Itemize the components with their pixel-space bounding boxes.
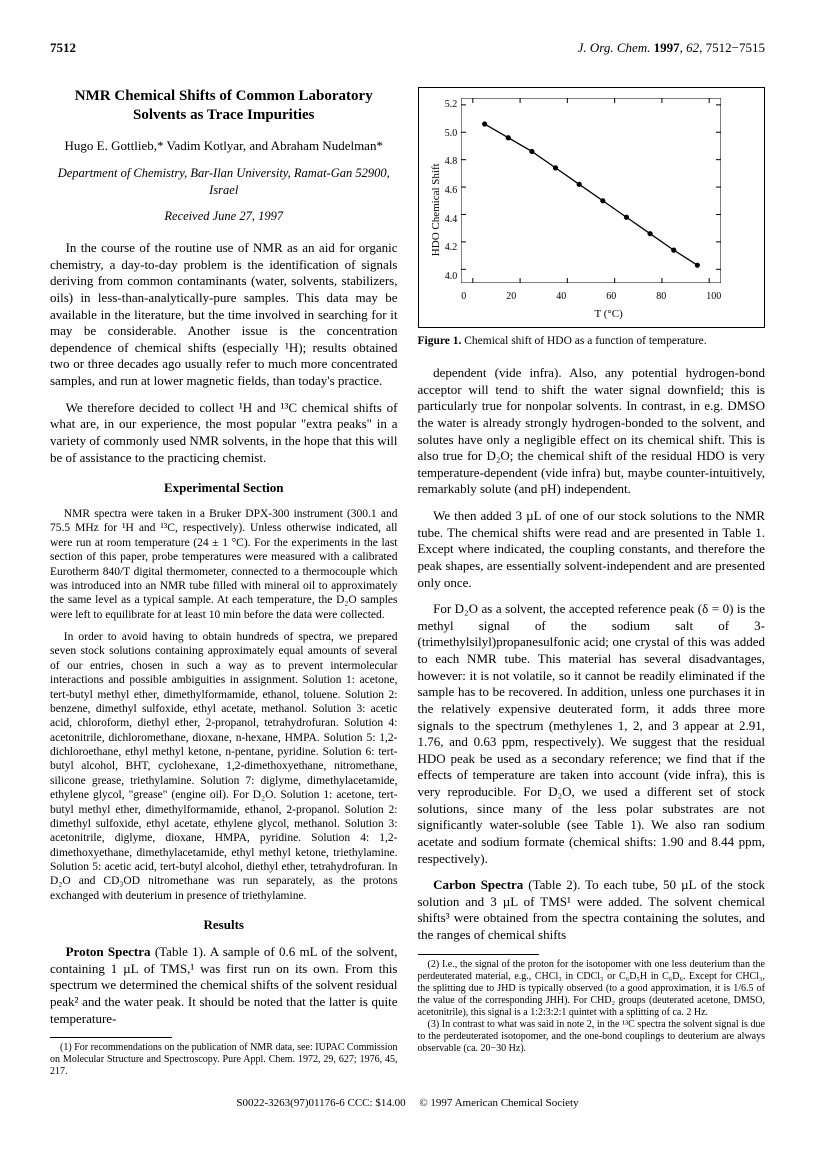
received-date: Received June 27, 1997 [50,208,398,224]
figure-1-caption: Figure 1. Chemical shift of HDO as a fun… [418,334,766,349]
authors: Hugo E. Gottlieb,* Vadim Kotlyar, and Ab… [50,138,398,155]
running-header: 7512 J. Org. Chem. 1997, 62, 7512−7515 [50,40,765,57]
intro-para-1: In the course of the routine use of NMR … [50,240,398,390]
footnote-separator-right [418,954,540,955]
figure-1-xlabel: T (°C) [461,305,756,321]
figure-1-xticks: 020406080100 [461,288,721,305]
footer-left: S0022-3263(97)01176-6 CCC: $14.00 [236,1097,405,1109]
footnote-1: (1) For recommendations on the publicati… [50,1042,398,1078]
experimental-para-2: In order to avoid having to obtain hundr… [50,630,398,903]
article-title: NMR Chemical Shifts of Common Laboratory… [50,87,398,125]
results-heading: Results [50,917,398,934]
right-para-3: For D₂O as a solvent, the accepted refer… [418,601,766,867]
footer-right: © 1997 American Chemical Society [419,1097,578,1109]
proton-spectra-para: Proton Spectra (Table 1). A sample of 0.… [50,944,398,1027]
right-para-2: We then added 3 µL of one of our stock s… [418,508,766,591]
page-number: 7512 [50,40,76,55]
figure-1-box: HDO Chemical Shift 5.25.04.84.64.44.24.0… [418,87,766,328]
left-column: NMR Chemical Shifts of Common Laboratory… [50,87,398,1078]
footnote-separator [50,1037,172,1038]
figure-1-yticks: 5.25.04.84.64.44.24.0 [445,98,462,283]
experimental-heading: Experimental Section [50,480,398,497]
carbon-spectra-para: Carbon Spectra (Table 2). To each tube, … [418,877,766,944]
right-column: HDO Chemical Shift 5.25.04.84.64.44.24.0… [418,87,766,1078]
figure-1-ylabel: HDO Chemical Shift [427,98,445,321]
journal-citation: J. Org. Chem. 1997, 62, 7512−7515 [578,40,765,57]
footer-bar: S0022-3263(97)01176-6 CCC: $14.00 © 1997… [50,1096,765,1110]
intro-para-2: We therefore decided to collect ¹H and ¹… [50,400,398,467]
experimental-para-1: NMR spectra were taken in a Bruker DPX-3… [50,507,398,622]
figure-1-svg [461,98,721,283]
footnote-2: (2) I.e., the signal of the proton for t… [418,959,766,1019]
footnote-3: (3) In contrast to what was said in note… [418,1019,766,1055]
affiliation: Department of Chemistry, Bar-Ilan Univer… [50,165,398,198]
figure-1-plot: 020406080100 T (°C) [461,98,756,321]
right-para-1: dependent (vide infra). Also, any potent… [418,365,766,498]
